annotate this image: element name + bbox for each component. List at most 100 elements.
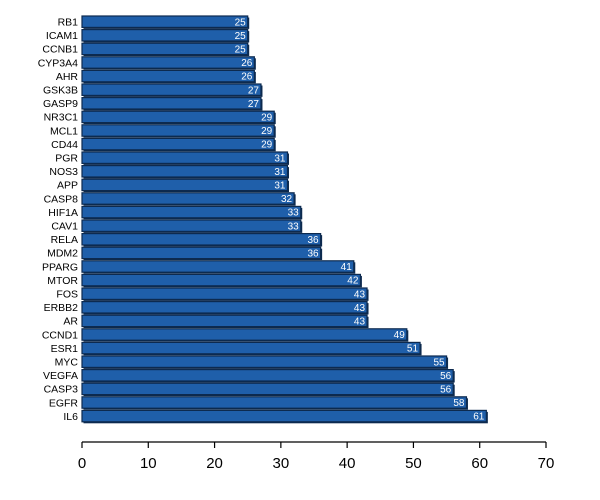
category-label: CAV1 (51, 220, 78, 232)
category-label: PGR (55, 152, 78, 164)
category-label: MTOR (47, 275, 78, 287)
category-label: NR3C1 (44, 112, 79, 124)
category-label: CASP8 (44, 193, 79, 205)
category-label: APP (57, 180, 78, 192)
category-label: GSK3B (43, 84, 78, 96)
value-label: 29 (261, 113, 273, 124)
category-label: RB1 (58, 16, 79, 28)
bar-icam1 (81, 29, 249, 42)
category-label: AHR (56, 71, 79, 83)
bar-casp8 (81, 192, 295, 205)
bar-gsk3b (81, 83, 262, 96)
value-label: 61 (473, 412, 485, 423)
bar-esr1 (81, 341, 421, 355)
bar-mtor (81, 273, 361, 287)
bar-cav1 (81, 219, 302, 232)
bar-app (81, 178, 289, 192)
value-label: 42 (347, 276, 359, 287)
category-label: PPARG (42, 261, 78, 273)
value-label: 43 (354, 303, 366, 314)
value-label: 25 (235, 31, 247, 42)
value-label: 43 (354, 317, 366, 328)
category-label: VEGFA (43, 370, 78, 382)
bar-ccnd1 (81, 328, 408, 341)
category-label: MDM2 (47, 248, 78, 260)
bar-rela (81, 233, 322, 246)
value-labels: 2525252626272729292931313132333336364142… (235, 17, 485, 422)
bar-egfr (81, 396, 468, 409)
category-label: GASP9 (43, 98, 78, 110)
value-label: 51 (407, 344, 419, 355)
category-label: NOS3 (49, 166, 78, 178)
value-label: 29 (261, 140, 273, 151)
value-label: 33 (288, 221, 300, 232)
value-label: 29 (261, 126, 273, 137)
value-label: 36 (308, 235, 320, 246)
value-label: 25 (235, 17, 247, 28)
category-label: ESR1 (51, 343, 79, 355)
x-tick-label: 40 (339, 455, 356, 472)
category-label: FOS (56, 288, 78, 300)
x-axis: 0 10 20 30 40 50 60 70 (78, 441, 555, 472)
bar-ar (81, 314, 368, 328)
category-label: RELA (51, 234, 78, 246)
value-label: 58 (453, 398, 465, 409)
value-label: 56 (440, 385, 452, 396)
category-label: CYP3A4 (38, 57, 78, 69)
bar-erbb2 (81, 301, 368, 314)
bar-vegfa (81, 369, 454, 382)
value-label: 33 (288, 208, 300, 219)
category-label: HIF1A (48, 207, 78, 219)
bar-ccnb1 (81, 42, 249, 56)
value-label: 36 (308, 249, 320, 260)
category-label: CASP3 (44, 384, 79, 396)
value-label: 43 (354, 289, 366, 300)
value-label: 26 (241, 72, 253, 83)
bars-group (81, 15, 488, 424)
bar-ahr (81, 69, 255, 83)
x-tick-label: 50 (405, 455, 422, 472)
x-tick-label: 60 (471, 455, 488, 472)
bar-il6 (81, 409, 487, 423)
bar-gasp9 (81, 96, 262, 110)
category-label: CCNB1 (42, 44, 78, 56)
bar-nos3 (81, 165, 289, 178)
value-label: 31 (274, 167, 286, 178)
bar-pgr (81, 151, 289, 164)
value-label: 31 (274, 153, 286, 164)
value-label: 27 (248, 85, 260, 96)
bar-cd44 (81, 137, 275, 151)
value-label: 56 (440, 371, 452, 382)
x-tick-label: 0 (78, 455, 86, 472)
category-label: CCND1 (42, 329, 78, 341)
bar-cyp3a4 (81, 56, 255, 69)
bar-fos (81, 287, 368, 300)
x-tick-label: 10 (140, 455, 157, 472)
value-label: 32 (281, 194, 293, 205)
x-tick-label: 20 (206, 455, 223, 472)
category-label: MCL1 (50, 125, 78, 137)
x-tick-label: 70 (538, 455, 555, 472)
bar-rb1 (81, 15, 249, 28)
value-label: 26 (241, 58, 253, 69)
bar-casp3 (81, 382, 454, 396)
category-label: IL6 (63, 411, 78, 423)
value-label: 55 (433, 357, 445, 368)
value-label: 27 (248, 99, 260, 110)
value-label: 41 (341, 262, 353, 273)
value-label: 31 (274, 181, 286, 192)
value-label: 49 (394, 330, 406, 341)
category-label: MYC (55, 356, 79, 368)
value-label: 25 (235, 45, 247, 56)
bar-mdm2 (81, 246, 322, 260)
category-label: ERBB2 (44, 302, 79, 314)
x-tick-label: 30 (273, 455, 290, 472)
bar-nr3c1 (81, 110, 275, 124)
category-label: ICAM1 (46, 30, 78, 42)
bar-mcl1 (81, 124, 275, 137)
bar-pparg (81, 260, 355, 273)
category-label: EGFR (49, 397, 79, 409)
category-label: CD44 (51, 139, 78, 151)
